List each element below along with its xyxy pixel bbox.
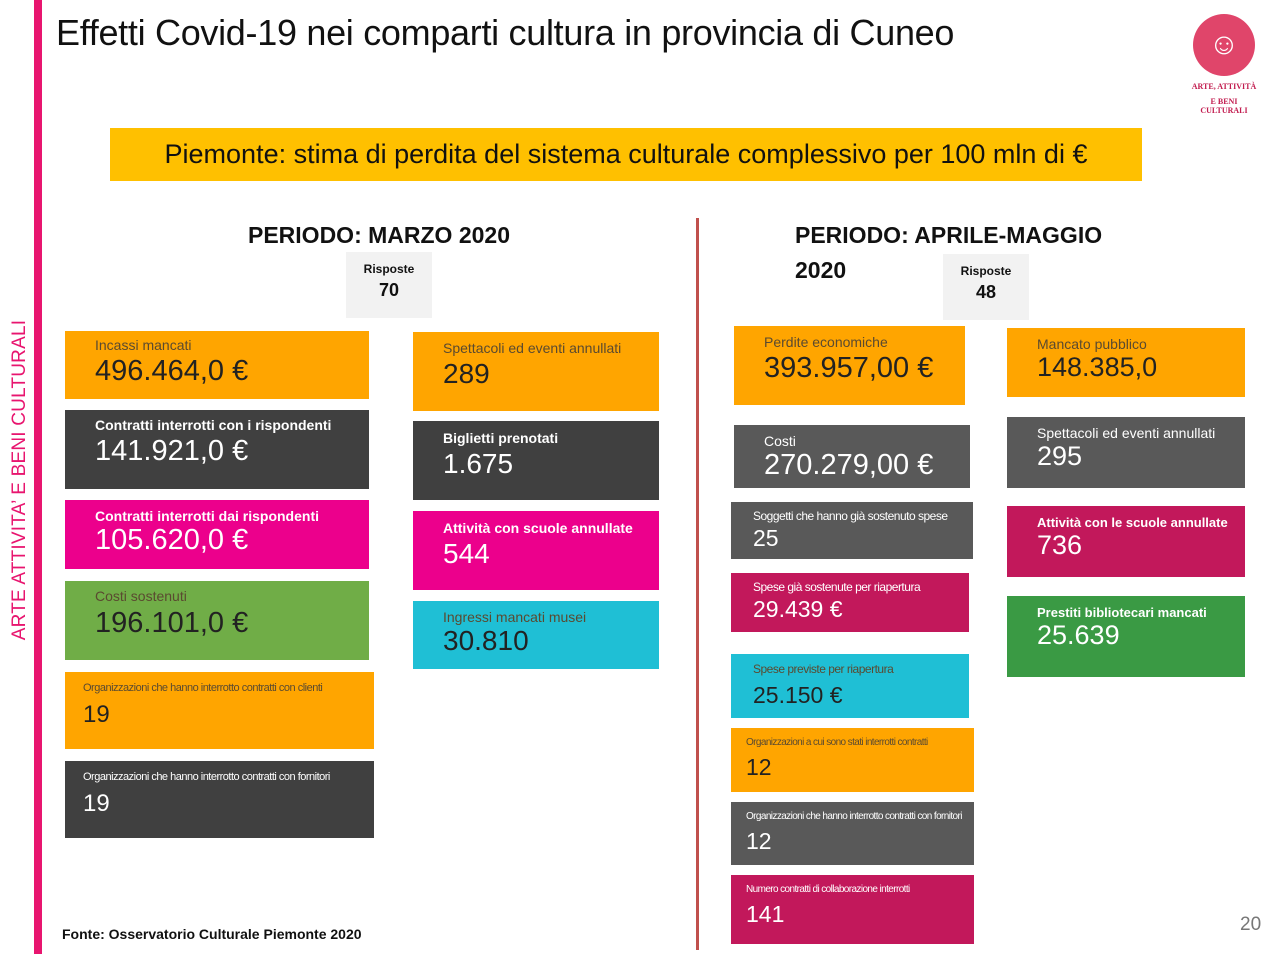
kpi-box: Spettacoli ed eventi annullati 295 (1007, 417, 1245, 488)
kpi-label: Numero contratti di collaborazione inter… (746, 884, 910, 895)
responses-value: 70 (378, 280, 400, 300)
logo-line2: E BENI CULTURALI (1200, 97, 1248, 115)
kpi-box: Ingressi mancati musei 30.810 (413, 601, 659, 669)
kpi-label: Organizzazioni che hanno interrotto cont… (83, 682, 323, 694)
logo: ☺ ARTE, ATTIVITÀ E BENI CULTURALI (1186, 14, 1262, 115)
kpi-label: Spettacoli ed eventi annullati (443, 340, 622, 356)
kpi-value: 12 (746, 828, 772, 854)
kpi-box: Organizzazioni che hanno interrotto cont… (65, 761, 374, 838)
source-note: Fonte: Osservatorio Culturale Piemonte 2… (62, 926, 362, 942)
slide-title: Effetti Covid-19 nei comparti cultura in… (56, 12, 955, 53)
kpi-value: 25 (753, 525, 779, 551)
kpi-box: Mancato pubblico 148.385,0 (1007, 328, 1245, 397)
kpi-value: 148.385,0 (1037, 352, 1158, 382)
kpi-box: Attività con le scuole annullate 736 (1007, 506, 1245, 577)
kpi-box: Contratti interrotti dai rispondenti 105… (65, 500, 369, 569)
kpi-label: Contratti interrotti dai rispondenti (95, 508, 319, 524)
kpi-value: 736 (1037, 530, 1083, 560)
kpi-label: Spettacoli ed eventi annullati (1037, 425, 1216, 441)
logo-line1: ARTE, ATTIVITÀ (1191, 82, 1257, 91)
kpi-value: 25.150 € (753, 682, 843, 708)
right-responses: Risposte 48 (943, 254, 1029, 320)
kpi-label: Costi (764, 433, 796, 449)
kpi-box: Incassi mancati 496.464,0 € (65, 331, 369, 399)
kpi-label: Attività con le scuole annullate (1037, 515, 1228, 530)
kpi-label: Spese previste per riapertura (753, 662, 894, 676)
kpi-label: Organizzazioni che hanno interrotto cont… (83, 771, 330, 783)
kpi-label: Soggetti che hanno già sostenuto spese (753, 509, 948, 523)
kpi-value: 105.620,0 € (95, 524, 249, 556)
page-number: 20 (1240, 914, 1262, 935)
kpi-value: 141 (746, 901, 785, 927)
kpi-box: Perdite economiche 393.957,00 € (734, 326, 965, 405)
left-responses: Risposte 70 (346, 252, 432, 318)
kpi-box: Spettacoli ed eventi annullati 289 (413, 332, 659, 411)
kpi-value: 25.639 (1037, 620, 1120, 650)
responses-label: Risposte (960, 264, 1012, 278)
kpi-label: Attività con scuole annullate (443, 520, 633, 536)
kpi-box: Organizzazioni che hanno interrotto cont… (731, 802, 974, 865)
kpi-value: 29.439 € (753, 596, 843, 622)
kpi-box: Attività con scuole annullate 544 (413, 511, 659, 590)
kpi-value: 1.675 (443, 448, 514, 479)
kpi-box: Prestiti bibliotecari mancati 25.639 (1007, 596, 1245, 677)
kpi-box: Soggetti che hanno già sostenuto spese 2… (731, 502, 973, 559)
kpi-label: Costi sostenuti (95, 588, 187, 604)
left-period-title: PERIODO: MARZO 2020 (248, 222, 510, 248)
kpi-value: 496.464,0 € (95, 355, 249, 387)
kpi-value: 289 (443, 358, 490, 389)
kpi-label: Spese già sostenute per riapertura (753, 580, 921, 594)
kpi-box: Spese previste per riapertura 25.150 € (731, 654, 969, 718)
kpi-box: Contratti interrotti con i rispondenti 1… (65, 410, 369, 489)
kpi-label: Biglietti prenotati (443, 430, 559, 446)
kpi-value: 141.921,0 € (95, 435, 249, 467)
kpi-box: Costi sostenuti 196.101,0 € (65, 581, 369, 660)
side-bar: ARTE ATTIVITA’ E BENI CULTURALI (0, 0, 42, 954)
kpi-box: Biglietti prenotati 1.675 (413, 421, 659, 500)
kpi-value: 19 (83, 790, 110, 817)
kpi-value: 270.279,00 € (764, 449, 934, 481)
responses-value: 48 (975, 282, 997, 302)
kpi-value: 19 (83, 701, 110, 728)
kpi-label: Organizzazioni a cui sono stati interrot… (746, 737, 928, 748)
kpi-value: 12 (746, 754, 772, 780)
kpi-label: Incassi mancati (95, 337, 192, 353)
kpi-label: Contratti interrotti con i rispondenti (95, 417, 332, 433)
kpi-box: Spese già sostenute per riapertura 29.43… (731, 573, 969, 632)
side-stripe (34, 0, 42, 954)
kpi-label: Mancato pubblico (1037, 336, 1147, 352)
responses-label: Risposte (363, 262, 415, 276)
kpi-label: Ingressi mancati musei (443, 609, 587, 625)
kpi-box: Organizzazioni a cui sono stati interrot… (731, 728, 974, 792)
kpi-label: Perdite economiche (764, 334, 888, 350)
banner: Piemonte: stima di perdita del sistema c… (110, 128, 1142, 181)
kpi-value: 196.101,0 € (95, 607, 249, 639)
kpi-label: Prestiti bibliotecari mancati (1037, 605, 1207, 620)
kpi-value: 544 (443, 538, 490, 569)
kpi-value: 30.810 (443, 625, 529, 656)
kpi-label: Organizzazioni che hanno interrotto cont… (746, 811, 962, 822)
kpi-value: 393.957,00 € (764, 352, 934, 384)
kpi-value: 295 (1037, 441, 1083, 471)
right-period-title-line2: 2020 (795, 257, 847, 283)
kpi-box: Organizzazioni che hanno interrotto cont… (65, 672, 374, 749)
theatre-masks-icon: ☺ (1193, 14, 1255, 76)
kpi-box: Costi 270.279,00 € (734, 425, 970, 488)
period-divider (696, 218, 699, 950)
right-period-title-line1: PERIODO: APRILE-MAGGIO (795, 222, 1103, 248)
kpi-box: Numero contratti di collaborazione inter… (731, 875, 974, 944)
side-label: ARTE ATTIVITA’ E BENI CULTURALI (9, 319, 30, 641)
